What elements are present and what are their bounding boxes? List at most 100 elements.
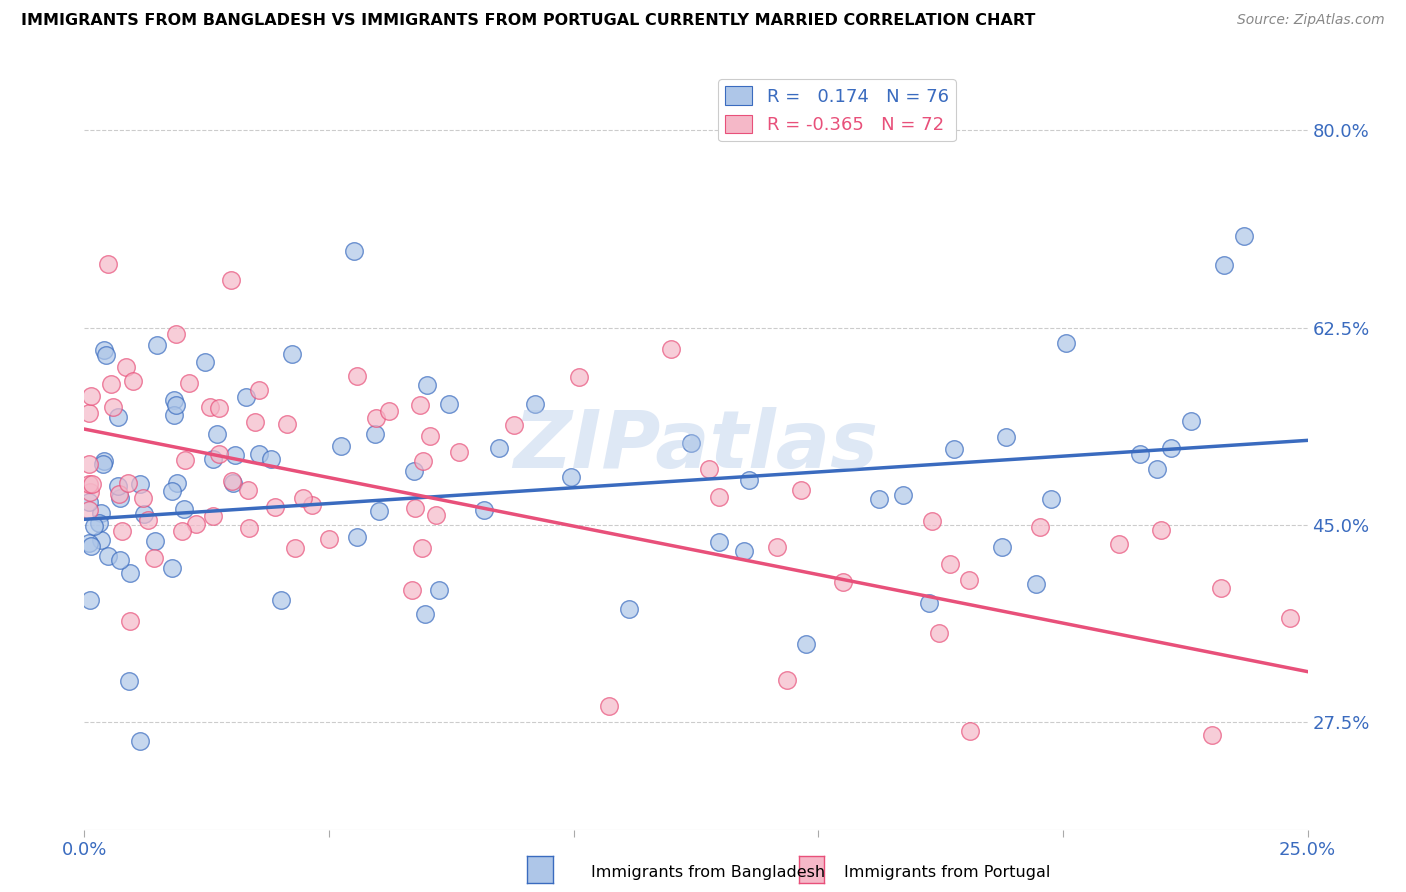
Point xyxy=(503,417,526,432)
Point xyxy=(247,383,270,397)
Point xyxy=(79,593,101,607)
Point xyxy=(163,408,186,422)
Point xyxy=(166,476,188,491)
Point xyxy=(991,540,1014,554)
Point xyxy=(83,519,105,533)
Point xyxy=(77,477,100,491)
Point xyxy=(409,398,432,412)
Point xyxy=(404,501,426,516)
Text: Immigrants from Bangladesh: Immigrants from Bangladesh xyxy=(591,865,825,880)
Point xyxy=(1054,335,1077,350)
Point xyxy=(115,359,138,374)
Point xyxy=(270,592,292,607)
Point xyxy=(143,534,166,549)
Point xyxy=(737,474,759,488)
Point xyxy=(184,516,207,531)
Point xyxy=(1201,728,1223,742)
Point xyxy=(1160,442,1182,456)
Point xyxy=(416,378,439,392)
Point xyxy=(90,506,112,520)
Point xyxy=(163,392,186,407)
Point xyxy=(173,453,195,467)
Point xyxy=(235,390,257,404)
Point xyxy=(173,502,195,516)
Point xyxy=(165,326,187,341)
Point xyxy=(1233,228,1256,243)
Point xyxy=(942,442,965,457)
Point xyxy=(959,724,981,739)
Point xyxy=(77,502,100,516)
Point xyxy=(832,574,855,589)
Point xyxy=(921,514,943,528)
Point xyxy=(292,491,315,505)
Point xyxy=(1025,577,1047,591)
Point xyxy=(439,397,461,411)
Point xyxy=(617,602,640,616)
Point xyxy=(281,347,304,361)
Point xyxy=(284,541,307,555)
Point xyxy=(80,476,103,491)
Point xyxy=(957,573,980,587)
Point xyxy=(128,733,150,747)
Point xyxy=(401,582,423,597)
Point xyxy=(1209,581,1232,595)
Point xyxy=(177,376,200,390)
Point xyxy=(411,541,433,556)
Point xyxy=(343,244,366,258)
Point xyxy=(598,698,620,713)
Point xyxy=(794,637,817,651)
Point xyxy=(238,483,260,497)
Point xyxy=(160,484,183,499)
Point xyxy=(939,558,962,572)
Point xyxy=(107,478,129,492)
Point xyxy=(733,544,755,558)
Point xyxy=(276,417,298,431)
Point xyxy=(247,447,270,461)
Point xyxy=(1039,491,1062,506)
Point xyxy=(263,500,285,515)
Point xyxy=(918,596,941,610)
Point xyxy=(108,491,131,505)
Point xyxy=(346,530,368,544)
Text: IMMIGRANTS FROM BANGLADESH VS IMMIGRANTS FROM PORTUGAL CURRENTLY MARRIED CORRELA: IMMIGRANTS FROM BANGLADESH VS IMMIGRANTS… xyxy=(21,13,1035,29)
Point xyxy=(90,533,112,548)
Point xyxy=(568,370,591,384)
Point xyxy=(97,257,120,271)
Point xyxy=(699,462,721,476)
Point xyxy=(994,430,1017,444)
Point xyxy=(202,451,225,466)
Point xyxy=(132,507,155,521)
Point xyxy=(111,524,134,539)
Point xyxy=(447,445,470,459)
Point xyxy=(1108,537,1130,551)
Text: ZIPatlas: ZIPatlas xyxy=(513,407,879,485)
Point xyxy=(1213,258,1236,272)
Point xyxy=(205,427,228,442)
Point xyxy=(222,476,245,491)
Point xyxy=(128,476,150,491)
Point xyxy=(93,454,115,468)
Point xyxy=(77,536,100,550)
Point xyxy=(238,521,260,535)
Point xyxy=(419,428,441,442)
Point xyxy=(404,465,426,479)
Point xyxy=(346,368,368,383)
Point xyxy=(122,375,145,389)
Point xyxy=(120,566,142,580)
Point xyxy=(1029,520,1052,534)
Point xyxy=(108,487,131,501)
Point xyxy=(868,491,890,506)
Point xyxy=(1129,447,1152,461)
Point xyxy=(364,426,387,441)
Point xyxy=(143,550,166,565)
Point xyxy=(132,491,155,505)
Point xyxy=(103,400,125,414)
Point xyxy=(1180,414,1202,428)
Point xyxy=(107,409,129,424)
Point xyxy=(330,439,353,453)
Point xyxy=(243,415,266,429)
Point xyxy=(259,452,281,467)
Point xyxy=(117,475,139,490)
Point xyxy=(1278,611,1301,625)
Point xyxy=(659,342,682,356)
